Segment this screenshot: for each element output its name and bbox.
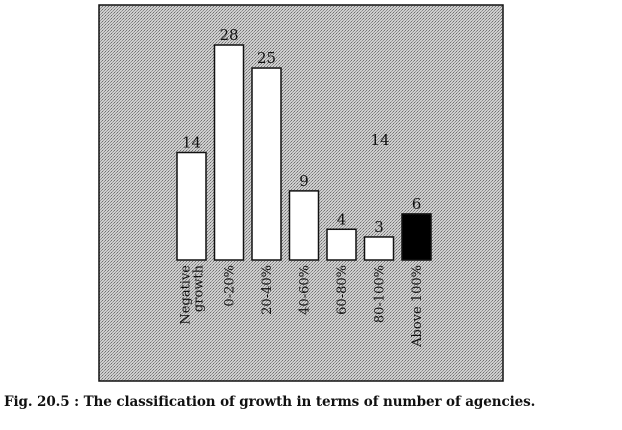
bar-20-40 bbox=[251, 67, 282, 261]
annotation-label: 14 bbox=[370, 131, 389, 149]
bar-0-20 bbox=[213, 44, 245, 261]
category-labels-group: Negativegrowth 0-20% 20-40% 40-60% 60-80% 80-… bbox=[179, 264, 426, 347]
figure-caption: Fig. 20.5 : The classification of growth… bbox=[4, 394, 536, 410]
category-label-negative-growth: Negativegrowth bbox=[179, 264, 207, 324]
category-label-20-40: 20-40% bbox=[260, 265, 275, 315]
value-label-0-20: 28 bbox=[219, 26, 238, 44]
category-label-60-80: 60-80% bbox=[335, 265, 350, 315]
category-label-80-100: 80-100% bbox=[373, 265, 388, 323]
bar-40-60 bbox=[288, 190, 320, 261]
bar-80-100 bbox=[363, 236, 395, 261]
bar-above-100 bbox=[401, 213, 432, 261]
value-label-80-100: 3 bbox=[374, 218, 384, 236]
value-label-60-80: 4 bbox=[337, 210, 347, 228]
value-label-40-60: 9 bbox=[299, 172, 309, 190]
bar-60-80 bbox=[326, 228, 357, 261]
category-label-40-60: 40-60% bbox=[298, 265, 313, 315]
value-labels-group: 14 28 25 9 4 3 6 bbox=[182, 26, 421, 236]
category-label-0-20: 0-20% bbox=[223, 265, 238, 307]
category-label-above-100: Above 100% bbox=[410, 265, 425, 348]
value-label-above-100: 6 bbox=[412, 195, 422, 213]
bar-negative-growth bbox=[176, 151, 207, 261]
value-label-20-40: 25 bbox=[257, 49, 276, 67]
bar-chart: 14 28 25 9 4 3 6 Negativegrowth 0-20% 20-40% 40-6… bbox=[98, 4, 504, 382]
value-label-negative-growth: 14 bbox=[182, 134, 201, 152]
bars-group bbox=[176, 44, 432, 261]
